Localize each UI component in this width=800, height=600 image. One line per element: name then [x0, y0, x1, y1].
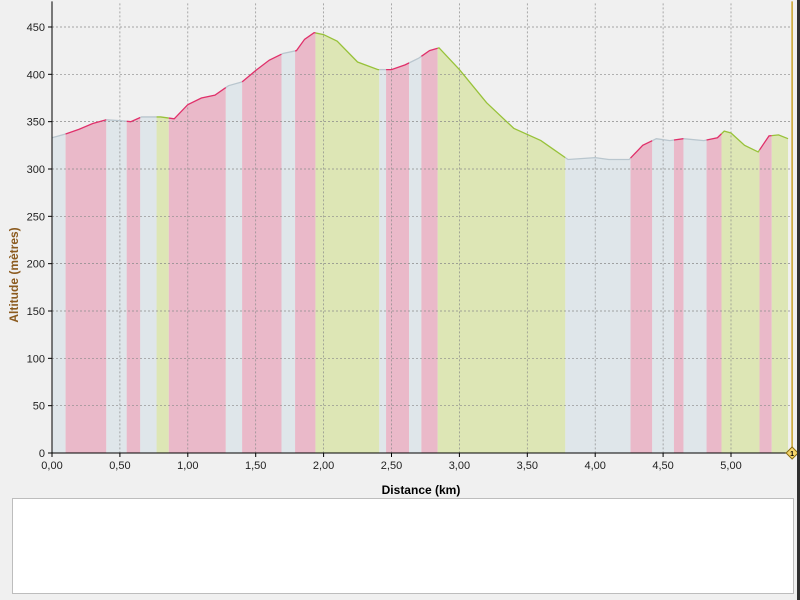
segment-area-up — [706, 133, 722, 453]
segment-area-up — [168, 87, 226, 453]
y-axis-title: Altitude (mètres) — [7, 227, 21, 322]
profile-line-flat — [408, 55, 422, 64]
profile-line-up — [294, 31, 316, 52]
profile-line-up — [630, 140, 653, 159]
x-axis-title: Distance (km) — [382, 483, 461, 497]
segment-area-up — [759, 135, 772, 453]
slope-segments — [52, 3, 793, 454]
window-border — [797, 0, 800, 600]
profile-line-up — [168, 87, 227, 120]
segment-area-flat — [140, 116, 157, 454]
profile-line-flat — [651, 138, 675, 142]
y-tick-label: 250 — [27, 211, 45, 223]
profile-line-flat — [106, 119, 127, 122]
profile-line-up — [758, 134, 772, 151]
end-marker-diamond[interactable] — [785, 446, 799, 460]
segment-area-up — [295, 32, 316, 454]
profile-line-down — [721, 130, 761, 153]
x-tick-label: 3,50 — [517, 460, 538, 472]
profile-line-flat — [281, 50, 296, 55]
segment-area-down — [437, 47, 566, 454]
segment-area-flat — [683, 138, 707, 453]
grid-lines — [52, 3, 793, 453]
profile-line-up — [706, 133, 722, 141]
profile-line-flat — [683, 138, 707, 142]
profile-line-up — [126, 116, 141, 123]
y-tick-label: 400 — [27, 69, 45, 81]
profile-line-up — [386, 62, 410, 71]
end-marker-label: 1 — [790, 451, 794, 458]
profile-line-down — [437, 47, 566, 159]
profile-line-down — [156, 116, 169, 119]
x-tick-label: 3,00 — [449, 460, 470, 472]
x-tick-label: 1,00 — [177, 460, 198, 472]
segment-area-flat — [52, 133, 66, 453]
segment-area-flat — [225, 81, 243, 453]
profile-line-up — [65, 119, 107, 135]
segment-area-up — [242, 54, 282, 453]
segment-area-down — [771, 134, 789, 453]
elevation-chart: 0,00 0,50 1,00 1,50 2,00 2,50 3,00 3,50 4,00 4,50… — [7, 1, 799, 497]
segment-area-down — [156, 116, 169, 454]
profile-line-up — [673, 138, 684, 141]
x-tick-label: 1,50 — [245, 460, 266, 472]
y-tick-label: 0 — [39, 448, 45, 460]
x-tick-label: 2,50 — [381, 460, 402, 472]
profile-line-down — [771, 134, 789, 140]
segment-area-up — [673, 138, 684, 453]
profile-line-flat — [51, 133, 66, 139]
y-tick-label: 200 — [27, 259, 45, 271]
axes — [48, 1, 793, 457]
segment-area-down — [721, 131, 760, 453]
info-panel — [12, 498, 794, 594]
end-marker: 1 — [785, 1, 799, 460]
segment-area-flat — [409, 56, 422, 453]
y-tick-label: 50 — [33, 401, 45, 413]
segment-area-up — [65, 119, 107, 453]
segment-area-flat — [281, 50, 296, 453]
profile-line-flat — [225, 81, 243, 89]
profile-line-up — [241, 53, 282, 83]
y-tick-label: 450 — [27, 22, 45, 34]
x-tick-label: 5,00 — [720, 460, 741, 472]
segment-area-up — [630, 140, 653, 453]
segment-area-flat — [379, 69, 387, 453]
segment-area-up — [126, 117, 141, 453]
profile-line-flat — [564, 156, 631, 161]
profile-line — [51, 31, 789, 161]
x-tick-label: 2,00 — [313, 460, 334, 472]
y-tick-label: 100 — [27, 353, 45, 365]
profile-line-up — [421, 47, 438, 57]
y-tick-label: 300 — [27, 164, 45, 176]
profile-line-flat — [140, 116, 157, 119]
y-tick-labels: 0 50 100 150 200 250 300 350 400 450 — [27, 22, 45, 460]
segment-area-flat — [106, 119, 127, 453]
x-tick-label: 0,00 — [41, 460, 62, 472]
x-tick-label: 0,50 — [109, 460, 130, 472]
x-tick-label: 4,00 — [584, 460, 605, 472]
x-tick-label: 4,50 — [652, 460, 673, 472]
profile-line-down — [315, 32, 380, 71]
segment-area-flat — [565, 157, 631, 453]
y-tick-label: 150 — [27, 306, 45, 318]
y-tick-label: 350 — [27, 117, 45, 129]
x-tick-labels: 0,00 0,50 1,00 1,50 2,00 2,50 3,00 3,50 4,00 4,50… — [41, 460, 741, 472]
segment-area-down — [315, 32, 380, 453]
segment-area-up — [421, 48, 438, 453]
